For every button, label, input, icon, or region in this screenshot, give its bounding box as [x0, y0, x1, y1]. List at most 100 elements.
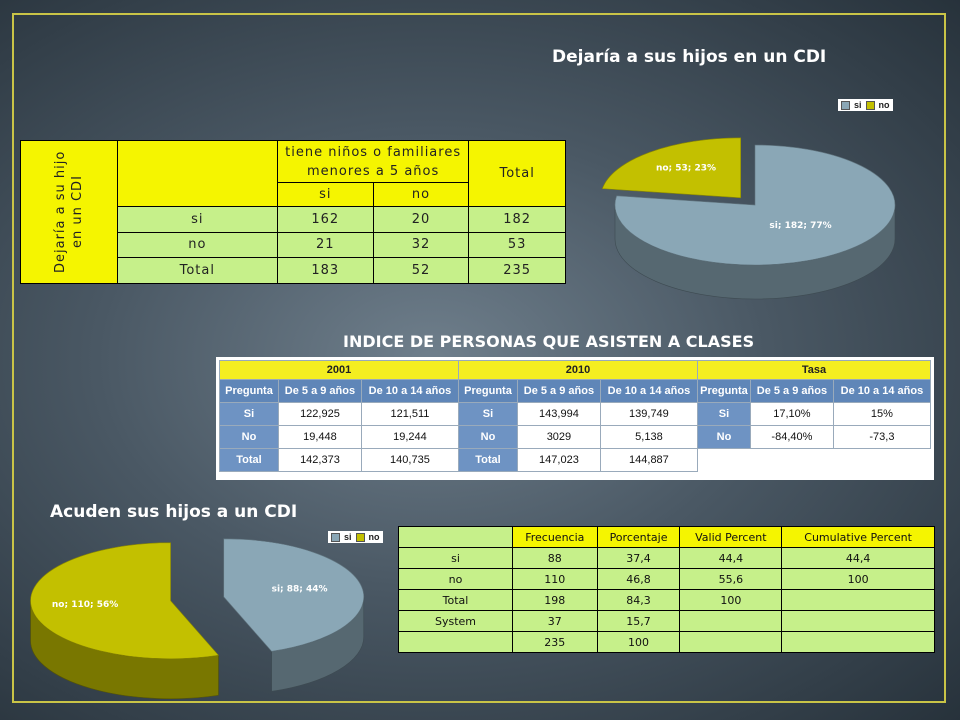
pie1-legend: si no: [838, 99, 893, 111]
cell: 15,7: [596, 610, 681, 632]
cell: 162: [276, 205, 374, 233]
pie-slice-no: [30, 542, 220, 660]
pie-label-no: no; 53; 23%: [656, 164, 716, 174]
cell: 37: [512, 610, 598, 632]
attendance-table-panel: 2001 2010 Tasa Pregunta De 5 a 9 años De…: [216, 357, 934, 480]
empty-cell: [697, 448, 931, 472]
cell: 143,994: [516, 402, 601, 426]
cell: 100: [679, 589, 783, 611]
row-label: [398, 631, 513, 653]
pie2-legend: si no: [328, 531, 383, 543]
year-header-2010: 2010: [457, 360, 698, 380]
pie-slice-si: [223, 538, 364, 652]
legend-no-label: no: [878, 100, 890, 110]
pie-slice-si: [614, 144, 896, 266]
year-header-tasa: Tasa: [696, 360, 932, 380]
frequency-table: Frecuencia Porcentaje Valid Percent Cumu…: [398, 526, 935, 653]
row-header-label: Dejaría a su hijo en un CDI: [52, 150, 85, 274]
cell: 52: [372, 257, 470, 284]
row-label: No: [219, 425, 279, 449]
col-header: De 5 a 9 años: [749, 379, 834, 403]
row-label: Total: [398, 589, 513, 611]
attendance-table: 2001 2010 Tasa Pregunta De 5 a 9 años De…: [219, 360, 932, 472]
total-header: Total: [468, 140, 566, 207]
corner-cell: [116, 140, 278, 207]
row-label: no: [398, 568, 513, 590]
col-group-header: tiene niños o familiares menores a 5 año…: [276, 139, 470, 184]
sub-header-no: no: [372, 182, 470, 207]
col-header: De 5 a 9 años: [516, 379, 601, 403]
pie2-title: Acuden sus hijos a un CDI: [50, 502, 298, 522]
cell: [679, 631, 783, 653]
col-header: De 10 a 14 años: [832, 379, 932, 403]
col-header: De 10 a 14 años: [360, 379, 459, 403]
pie-label-si: si; 182; 77%: [769, 221, 831, 231]
cell: 5,138: [599, 425, 698, 449]
pie-label-si: si; 88; 44%: [272, 584, 328, 594]
col-header: Porcentaje: [596, 526, 681, 548]
row-label: Total: [219, 448, 279, 472]
cell: 235: [468, 257, 566, 284]
pie1-chart: si; 182; 77% no; 53; 23%: [601, 137, 896, 300]
cell: [781, 631, 935, 653]
legend-no-label: no: [368, 532, 380, 542]
row-label: System: [398, 610, 513, 632]
row-label: Total: [457, 448, 518, 472]
crosstab-table: Dejaría a su hijo en un CDI tiene niños …: [20, 139, 566, 284]
col-header: De 10 a 14 años: [599, 379, 698, 403]
cell: 144,887: [599, 448, 698, 472]
corner-cell: [398, 526, 513, 548]
legend-no-swatch: [355, 532, 365, 542]
pie2-chart: si; 88; 44% no; 110; 56%: [30, 538, 365, 700]
cell: -84,40%: [749, 425, 834, 449]
cell: 53: [468, 231, 566, 259]
row-label: No: [696, 425, 751, 449]
col-header: Cumulative Percent: [781, 526, 935, 548]
cell: 198: [512, 589, 598, 611]
row-label: si: [398, 547, 513, 569]
cell: 140,735: [360, 448, 459, 472]
cell: 122,925: [278, 402, 362, 426]
cell: 235: [512, 631, 598, 653]
cell: [781, 589, 935, 611]
col-header: Pregunta: [696, 379, 751, 403]
cell: 44,4: [679, 547, 783, 569]
row-label: Total: [116, 257, 278, 284]
cell: 88: [512, 547, 598, 569]
cell: 44,4: [781, 547, 935, 569]
row-label: si: [116, 205, 278, 233]
year-header-2001: 2001: [219, 360, 459, 380]
legend-si-swatch: [331, 532, 340, 542]
cell: [679, 610, 783, 632]
pie-label-no: no; 110; 56%: [52, 600, 118, 610]
legend-no-swatch: [865, 100, 875, 110]
cell: 20: [372, 205, 470, 233]
cell: 46,8: [596, 568, 681, 590]
cell: 110: [512, 568, 598, 590]
col-header: De 5 a 9 años: [278, 379, 362, 403]
cell: 139,749: [599, 402, 698, 426]
legend-si-swatch: [841, 100, 850, 110]
row-label: No: [457, 425, 518, 449]
cell: 182: [468, 205, 566, 233]
col-header: Frecuencia: [512, 526, 598, 548]
cell: 3029: [516, 425, 601, 449]
cell: -73,3: [832, 425, 932, 449]
cell: 147,023: [516, 448, 601, 472]
cell: 142,373: [278, 448, 362, 472]
cell: 183: [276, 257, 374, 284]
row-header-cell: Dejaría a su hijo en un CDI: [20, 140, 118, 284]
row-label: Si: [696, 402, 751, 426]
cell: 21: [276, 231, 374, 259]
pie1-title: Dejaría a sus hijos en un CDI: [552, 47, 827, 67]
cell: 100: [596, 631, 681, 653]
row-label: Si: [457, 402, 518, 426]
sub-header-si: si: [276, 182, 374, 207]
col-header: Valid Percent: [679, 526, 783, 548]
col-header: Pregunta: [219, 379, 279, 403]
legend-si-label: si: [344, 532, 352, 542]
cell: 15%: [832, 402, 932, 426]
col-header: Pregunta: [457, 379, 518, 403]
section2-title: INDICE DE PERSONAS QUE ASISTEN A CLASES: [343, 332, 755, 351]
cell: [781, 610, 935, 632]
